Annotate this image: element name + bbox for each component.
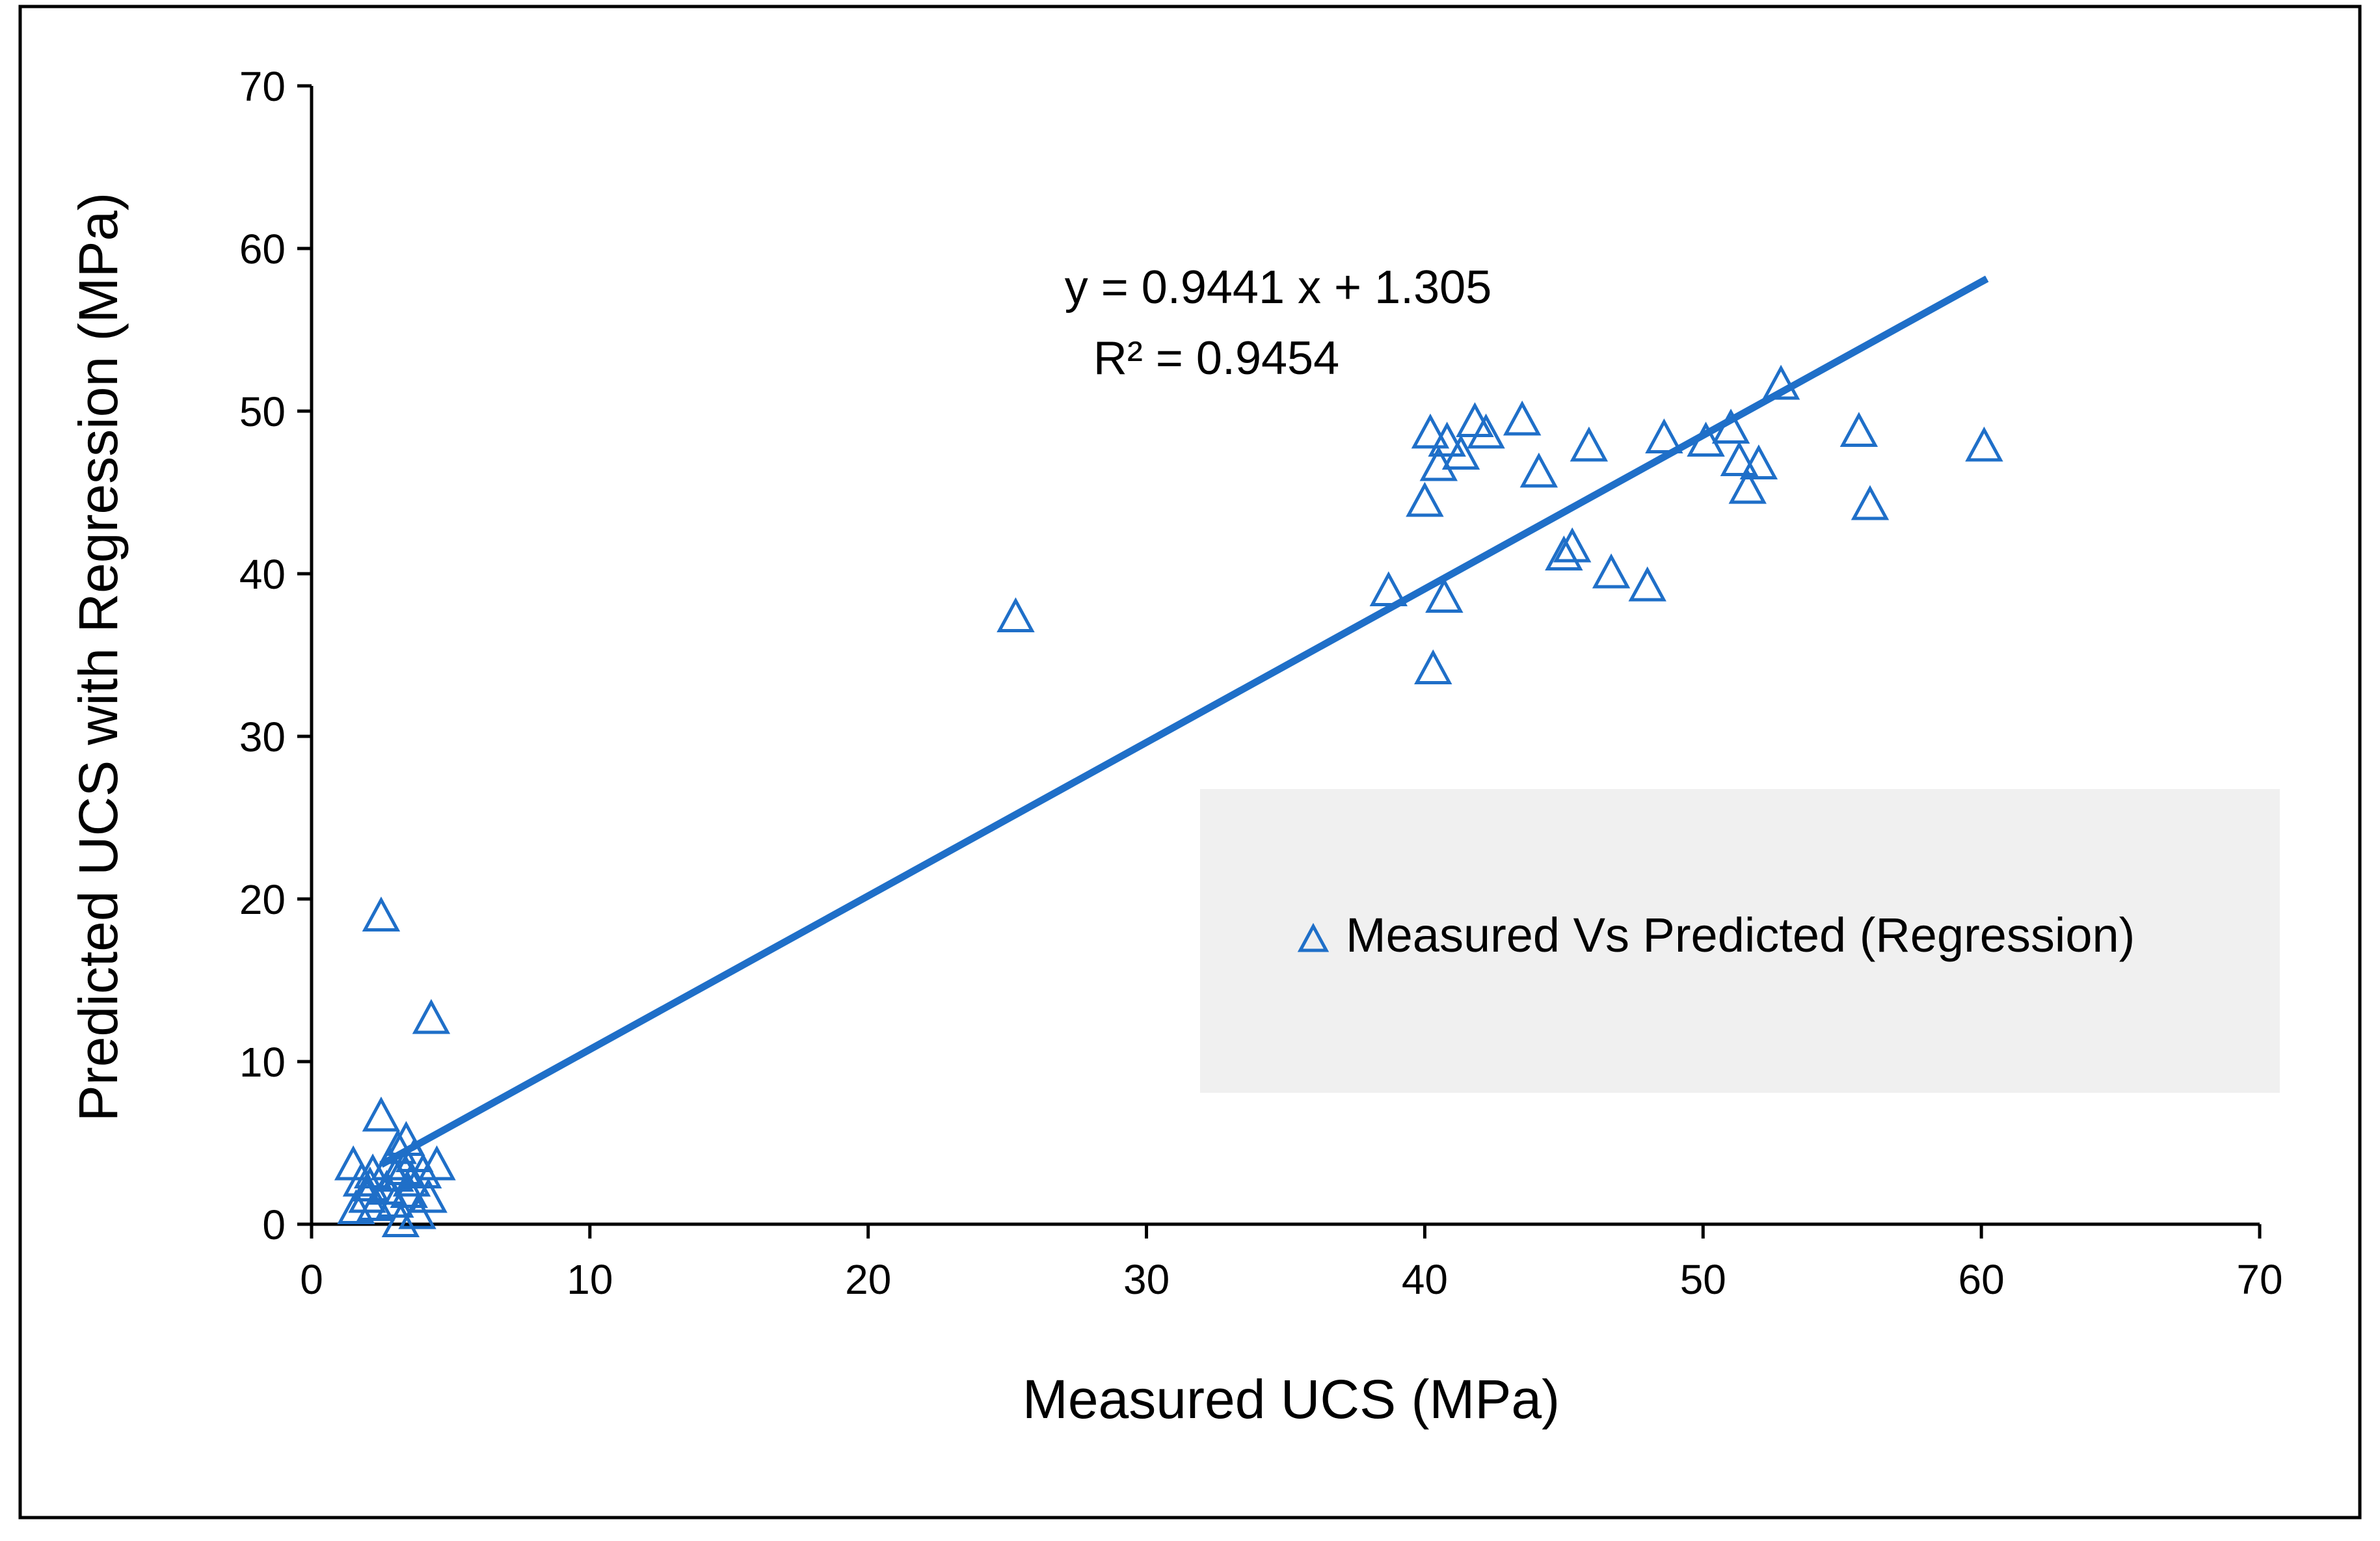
data-point — [1467, 413, 1505, 449]
data-point — [1519, 452, 1558, 488]
data-point — [1839, 412, 1879, 447]
y-tick-label: 60 — [239, 226, 286, 273]
y-tick-label: 70 — [239, 63, 286, 110]
data-point — [362, 896, 401, 931]
data-point — [1592, 553, 1631, 589]
x-tick-label: 60 — [1959, 1256, 2005, 1303]
data-point — [403, 1153, 442, 1188]
data-point — [1428, 422, 1466, 457]
data-point — [381, 1202, 420, 1237]
data-point — [337, 1189, 375, 1224]
data-point — [1411, 413, 1450, 449]
data-point — [1545, 535, 1583, 570]
data-point — [409, 1177, 448, 1213]
x-tick-label: 50 — [1680, 1256, 1726, 1303]
y-tick-label: 40 — [239, 551, 286, 598]
x-tick-label: 30 — [1123, 1256, 1170, 1303]
axes — [310, 86, 2260, 1226]
data-point — [1645, 418, 1683, 453]
data-point — [351, 1166, 390, 1201]
data-point — [1761, 364, 1800, 400]
data-point — [1553, 527, 1592, 563]
data-point — [353, 1153, 392, 1188]
legend: Measured Vs Predicted (Regression) — [1200, 789, 2280, 1093]
data-point — [342, 1161, 381, 1197]
data-point — [1711, 409, 1750, 444]
y-tick-label: 30 — [239, 714, 286, 760]
trendline-equation: y = 0.9441 x + 1.305 — [1065, 261, 1492, 314]
data-point — [362, 1096, 401, 1132]
x-tick-label: 20 — [845, 1256, 891, 1303]
x-tick-label: 10 — [567, 1256, 613, 1303]
legend-background — [1200, 789, 2280, 1093]
data-point — [1503, 400, 1542, 436]
data-point — [1965, 426, 2003, 462]
trendline — [379, 275, 1989, 1168]
y-tick-label: 20 — [239, 876, 286, 923]
legend-marker-triangle-icon — [1297, 922, 1330, 952]
data-point — [1728, 468, 1767, 504]
figure-border — [18, 5, 2362, 1520]
x-ticks: 0 10 20 30 40 50 60 70 — [300, 1224, 2283, 1303]
data-point — [418, 1145, 456, 1181]
data-point — [1720, 441, 1759, 476]
data-point — [1414, 649, 1452, 684]
data-point — [412, 998, 451, 1034]
x-tick-label: 0 — [300, 1256, 323, 1303]
x-tick-label: 40 — [1402, 1256, 1448, 1303]
y-tick-label: 0 — [262, 1201, 286, 1248]
data-point — [1441, 435, 1480, 470]
x-tick-label: 70 — [2236, 1256, 2282, 1303]
data-point — [1739, 444, 1778, 479]
legend-label: Measured Vs Predicted (Regression) — [1346, 908, 2135, 962]
data-point — [996, 597, 1035, 632]
data-point — [1628, 566, 1666, 602]
data-point — [1369, 571, 1408, 606]
data-point — [390, 1173, 428, 1208]
data-points — [334, 364, 2003, 1237]
x-axis-title: Measured UCS (MPa) — [1023, 1369, 1560, 1430]
y-ticks: 0 10 20 30 40 50 60 70 — [239, 63, 312, 1248]
data-point — [1851, 485, 1890, 520]
data-point — [1570, 426, 1609, 462]
trendline-r2: R² = 0.9454 — [1093, 332, 1339, 384]
y-axis-title: Predicted UCS with Regression (MPa) — [68, 193, 129, 1122]
data-point — [1406, 481, 1444, 517]
y-tick-label: 50 — [239, 388, 286, 435]
data-point — [376, 1157, 414, 1192]
data-point — [1425, 578, 1464, 613]
y-tick-label: 10 — [239, 1039, 286, 1086]
